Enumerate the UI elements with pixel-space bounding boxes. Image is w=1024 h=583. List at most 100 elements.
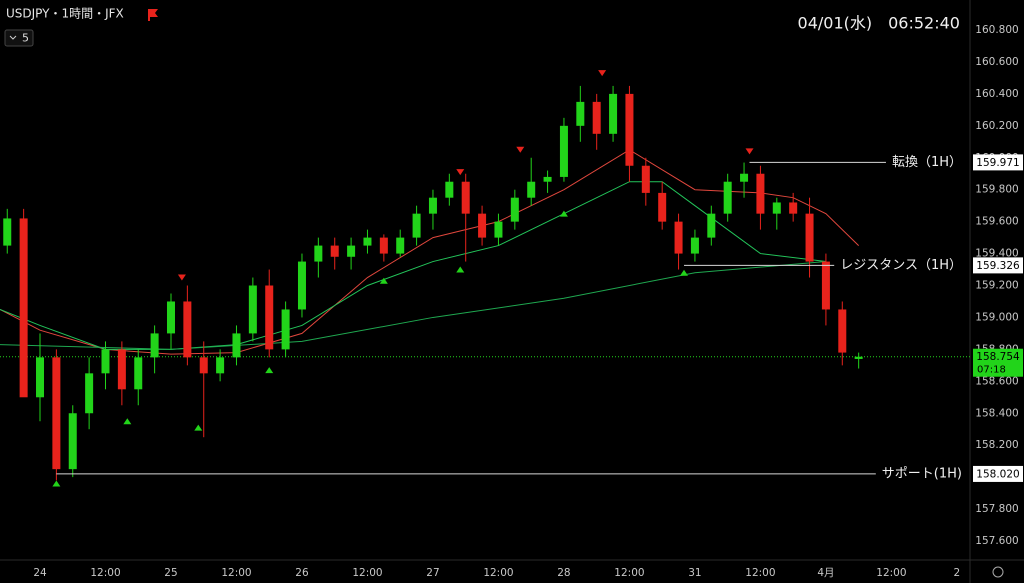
candle-body <box>216 357 225 374</box>
candle-body <box>36 357 45 398</box>
candle-body <box>248 285 257 334</box>
candle-body <box>609 93 618 134</box>
moving-average <box>0 261 826 350</box>
candle-body <box>494 221 503 238</box>
level-price-badge <box>973 465 1023 482</box>
y-tick-label: 158.400 <box>975 407 1018 419</box>
x-tick-label: 26 <box>295 567 309 579</box>
settings-icon[interactable] <box>992 566 1004 578</box>
x-tick-label: 12:00 <box>614 567 644 579</box>
candle-body <box>379 237 388 254</box>
y-tick-label: 159.600 <box>975 216 1018 228</box>
candle-body <box>478 213 487 238</box>
x-tick-label: 12:00 <box>876 567 906 579</box>
fractal-low-marker <box>379 277 388 284</box>
symbol-title: USDJPY・1時間・JFX <box>6 7 124 21</box>
candle-body <box>707 213 716 238</box>
y-tick-label: 157.600 <box>975 535 1018 547</box>
level-price-badge <box>973 154 1023 171</box>
candle-body <box>576 101 585 126</box>
candle-body <box>117 349 126 390</box>
x-tick-label: 2 <box>954 567 961 579</box>
candle-body <box>821 261 830 310</box>
fractal-high-marker <box>598 70 607 77</box>
x-tick-label: 27 <box>426 567 439 579</box>
candle-body <box>772 202 781 214</box>
candle-body <box>85 373 94 414</box>
current-price-badge <box>973 348 1023 377</box>
candle-body <box>641 165 650 193</box>
candle-body <box>19 218 28 398</box>
x-tick-label: 12:00 <box>90 567 120 579</box>
fractal-high-marker <box>745 148 754 155</box>
candle-body <box>396 237 405 254</box>
moving-average <box>0 149 860 355</box>
fractal-low-marker <box>456 266 465 273</box>
fractal-low-marker <box>194 424 203 431</box>
countdown-label: 07:18 <box>977 365 1006 376</box>
fractal-high-marker <box>177 274 186 281</box>
candle-body <box>723 181 732 214</box>
candle-body <box>690 237 699 254</box>
y-tick-label: 159.400 <box>975 248 1018 260</box>
x-tick-label: 12:00 <box>221 567 251 579</box>
y-tick-label: 160.400 <box>975 88 1018 100</box>
candle-body <box>461 181 470 214</box>
level-price-badge <box>973 257 1023 274</box>
y-tick-label: 158.200 <box>975 439 1018 451</box>
candle-body <box>789 202 798 214</box>
fractal-low-marker <box>265 367 274 374</box>
x-tick-label: 12:00 <box>483 567 513 579</box>
candle-body <box>854 356 863 359</box>
candle-body <box>68 413 77 470</box>
candle-body <box>330 245 339 257</box>
candle-body <box>592 101 601 134</box>
candle-body <box>445 181 454 198</box>
level-label: 転換（1H） <box>892 155 962 170</box>
moving-average <box>0 181 826 350</box>
candle-body <box>527 181 536 198</box>
interval-box[interactable] <box>4 29 34 47</box>
y-tick-label: 160.800 <box>975 24 1018 36</box>
level-price-label: 159.971 <box>976 157 1019 169</box>
candle-body <box>232 333 241 358</box>
x-tick-label: 12:00 <box>745 567 775 579</box>
fractal-low-marker <box>123 418 132 425</box>
y-tick-label: 159.200 <box>975 280 1018 292</box>
candle-body <box>281 309 290 350</box>
candle-body <box>199 357 208 374</box>
candle-body <box>347 245 356 257</box>
flag-icon[interactable] <box>148 9 158 21</box>
candle-body <box>625 93 634 166</box>
fractal-high-marker <box>516 146 525 153</box>
y-tick-label: 159.000 <box>975 311 1018 323</box>
candle-body <box>265 285 274 350</box>
level-label: レジスタンス（1H） <box>840 258 962 273</box>
candle-body <box>658 192 667 222</box>
candle-body <box>150 333 159 358</box>
candle-body <box>183 301 192 358</box>
candle-body <box>363 237 372 246</box>
x-tick-label: 25 <box>164 567 177 579</box>
candle-body <box>559 125 568 177</box>
candle-body <box>52 357 61 470</box>
candle-body <box>740 173 749 182</box>
candle-body <box>314 245 323 262</box>
candle-body <box>756 173 765 214</box>
fractal-high-marker <box>456 169 465 176</box>
level-price-label: 158.020 <box>976 468 1019 480</box>
x-tick-label: 24 <box>33 567 47 579</box>
current-price-label: 158.754 <box>976 351 1020 363</box>
interval-value[interactable]: 5 <box>22 32 29 45</box>
y-tick-label: 157.800 <box>975 503 1018 515</box>
candle-body <box>543 176 552 182</box>
candle-body <box>674 221 683 254</box>
fractal-low-marker <box>559 210 568 217</box>
y-tick-label: 160.200 <box>975 120 1018 132</box>
candle-body <box>805 213 814 262</box>
candle-body <box>134 357 143 390</box>
x-tick-label: 31 <box>688 567 701 579</box>
candle-body <box>166 301 175 334</box>
candle-body <box>297 261 306 310</box>
